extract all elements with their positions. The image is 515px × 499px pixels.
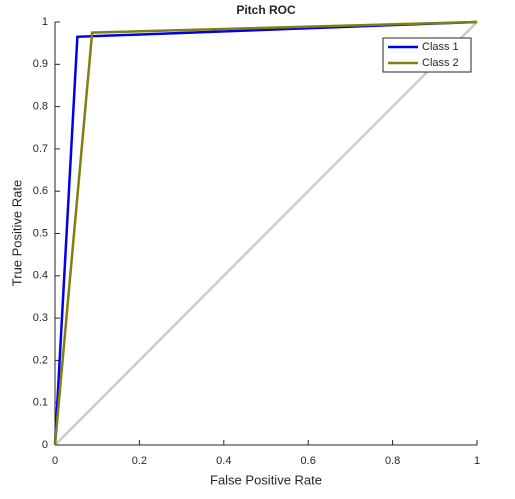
- legend-label: Class 2: [422, 57, 459, 69]
- y-axis-label: True Positive Rate: [9, 180, 24, 286]
- y-tick-label: 0.8: [33, 101, 48, 113]
- x-tick-label: 0.6: [301, 455, 316, 467]
- legend-box: [382, 37, 472, 73]
- y-tick-label: 0.4: [33, 270, 48, 282]
- y-tick-label: 0.2: [33, 354, 48, 366]
- line-series: [53, 20, 478, 446]
- line-series: [53, 20, 478, 446]
- y-tick-label: 0.1: [33, 397, 48, 409]
- x-tick-label: 0.8: [385, 455, 400, 467]
- legend-label: Class 1: [422, 41, 459, 53]
- chance-line: [54, 21, 478, 446]
- x-tick-label: 0.4: [216, 455, 231, 467]
- x-axis-label: False Positive Rate: [210, 472, 322, 487]
- chart-title: Pitch ROC: [236, 3, 296, 17]
- y-tick-label: 1: [42, 16, 48, 28]
- x-tick-label: 0: [52, 455, 58, 467]
- x-tick-label: 1: [474, 455, 480, 467]
- y-tick-label: 0.5: [33, 227, 48, 239]
- y-tick-label: 0.7: [33, 143, 48, 155]
- x-tick-label: 0.2: [132, 455, 147, 467]
- y-tick-label: 0.3: [33, 312, 48, 324]
- y-tick-label: 0.6: [33, 185, 48, 197]
- y-tick-label: 0.9: [33, 58, 48, 70]
- y-tick-label: 0: [42, 439, 48, 451]
